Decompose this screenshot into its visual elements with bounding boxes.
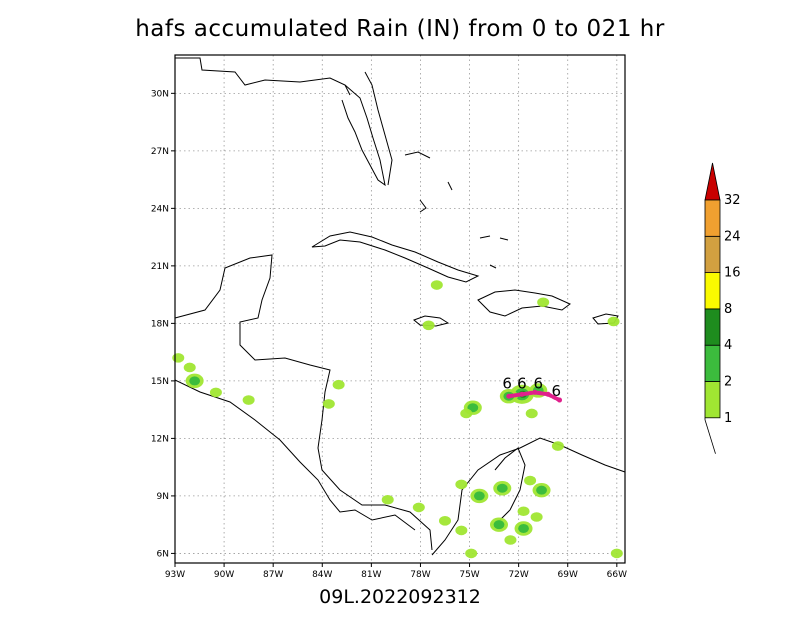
y-tick-label: 18N (151, 319, 169, 329)
colorbar-label: 2 (724, 375, 732, 390)
rain-cell (209, 387, 222, 398)
rain-cell (537, 297, 550, 308)
x-tick-label: 87W (263, 570, 283, 580)
x-tick-label: 90W (214, 570, 234, 580)
coastline (477, 289, 571, 317)
coastline (341, 84, 386, 187)
rain-cell (455, 525, 468, 536)
coastline (489, 264, 497, 269)
colorbar-box (704, 199, 721, 237)
colorbar-label: 16 (724, 266, 741, 281)
coastline (364, 71, 393, 186)
coastline (494, 447, 526, 521)
rain-cell (551, 441, 564, 451)
colorbar-label: 8 (724, 302, 732, 317)
rain-cell (465, 548, 478, 559)
rain-cell (524, 475, 537, 486)
coastline (431, 437, 626, 556)
rain-cell (381, 494, 394, 505)
track-point (506, 393, 512, 399)
rain-cell (183, 362, 196, 373)
colorbar-label: 24 (724, 229, 741, 244)
x-tick-label: 78W (410, 570, 430, 580)
rain-cell-core (189, 376, 201, 386)
rain-cell-core (536, 485, 547, 495)
rain-cell (430, 280, 443, 290)
coastline (174, 254, 433, 551)
chart-subtitle: 09L.2022092312 (319, 586, 481, 608)
y-tick-label: 9N (157, 492, 169, 502)
axis-ticks: 93W 90W 87W 84W 81W 78W 75W 72W 69W 66W 6N 9N 12N 15N… (151, 89, 627, 580)
rain-cell-core (518, 523, 529, 533)
colorbar-box (704, 308, 721, 346)
y-tick-label: 6N (157, 549, 169, 559)
colorbar-tail (704, 417, 716, 454)
y-tick-label: 12N (151, 434, 169, 444)
colorbar-label: 4 (724, 338, 732, 353)
track-point (532, 389, 538, 395)
storm-symbol: 6 (517, 375, 527, 393)
chart-title: hafs accumulated Rain (IN) from 0 to 021… (135, 16, 665, 42)
rain-cell (517, 506, 530, 517)
rain-cell (172, 353, 185, 363)
colorbar-label: 32 (724, 193, 741, 208)
coastline (413, 315, 450, 327)
y-tick-label: 27N (151, 147, 169, 157)
colorbar-box (704, 235, 721, 274)
coastline (174, 379, 416, 531)
rain-cell (322, 399, 335, 409)
rain-cell (422, 320, 435, 331)
storm-symbol: 6 (502, 375, 512, 393)
rain-cell (530, 512, 543, 522)
colorbar-box (704, 381, 721, 419)
rain-cell (610, 548, 623, 559)
x-tick-label: 69W (558, 570, 578, 580)
rain-cell (607, 316, 620, 327)
colorbar-box (704, 272, 721, 310)
coastlines (174, 57, 626, 556)
coastline (447, 181, 453, 191)
storm-symbol: 6 (551, 382, 561, 400)
y-tick-label: 24N (151, 204, 169, 214)
storm-symbol: 6 (533, 375, 543, 393)
x-tick-label: 75W (459, 570, 479, 580)
colorbar-tip (704, 162, 721, 201)
rain-cell-core (496, 483, 508, 493)
x-tick-label: 66W (607, 570, 627, 580)
coastline (175, 57, 351, 96)
rain-cell-core (473, 491, 485, 501)
y-tick-label: 30N (151, 89, 169, 99)
colorbar-box (704, 344, 721, 382)
x-tick-label: 93W (165, 570, 185, 580)
track-point (557, 397, 563, 403)
x-tick-label: 81W (361, 570, 381, 580)
y-tick-label: 15N (151, 377, 169, 387)
rain-cell (439, 516, 451, 526)
track-point (545, 391, 551, 397)
track-point (519, 391, 525, 397)
coastline (479, 235, 491, 239)
rain-cell (455, 479, 468, 490)
colorbar-label: 1 (724, 411, 732, 426)
coastline (404, 151, 431, 159)
rain-cell (332, 379, 345, 390)
rain-cell (460, 408, 473, 419)
rain-cell-core (493, 520, 505, 530)
coastline (311, 231, 480, 283)
x-tick-label: 84W (312, 570, 332, 580)
y-tick-label: 21N (151, 262, 169, 272)
rain-cell (412, 502, 425, 513)
rain-cell (242, 395, 255, 405)
coastline (419, 199, 427, 213)
rain-cell (504, 535, 517, 545)
plot-frame (174, 54, 626, 564)
x-tick-label: 72W (508, 570, 528, 580)
coastline (499, 237, 509, 241)
rain-cell (525, 408, 538, 419)
